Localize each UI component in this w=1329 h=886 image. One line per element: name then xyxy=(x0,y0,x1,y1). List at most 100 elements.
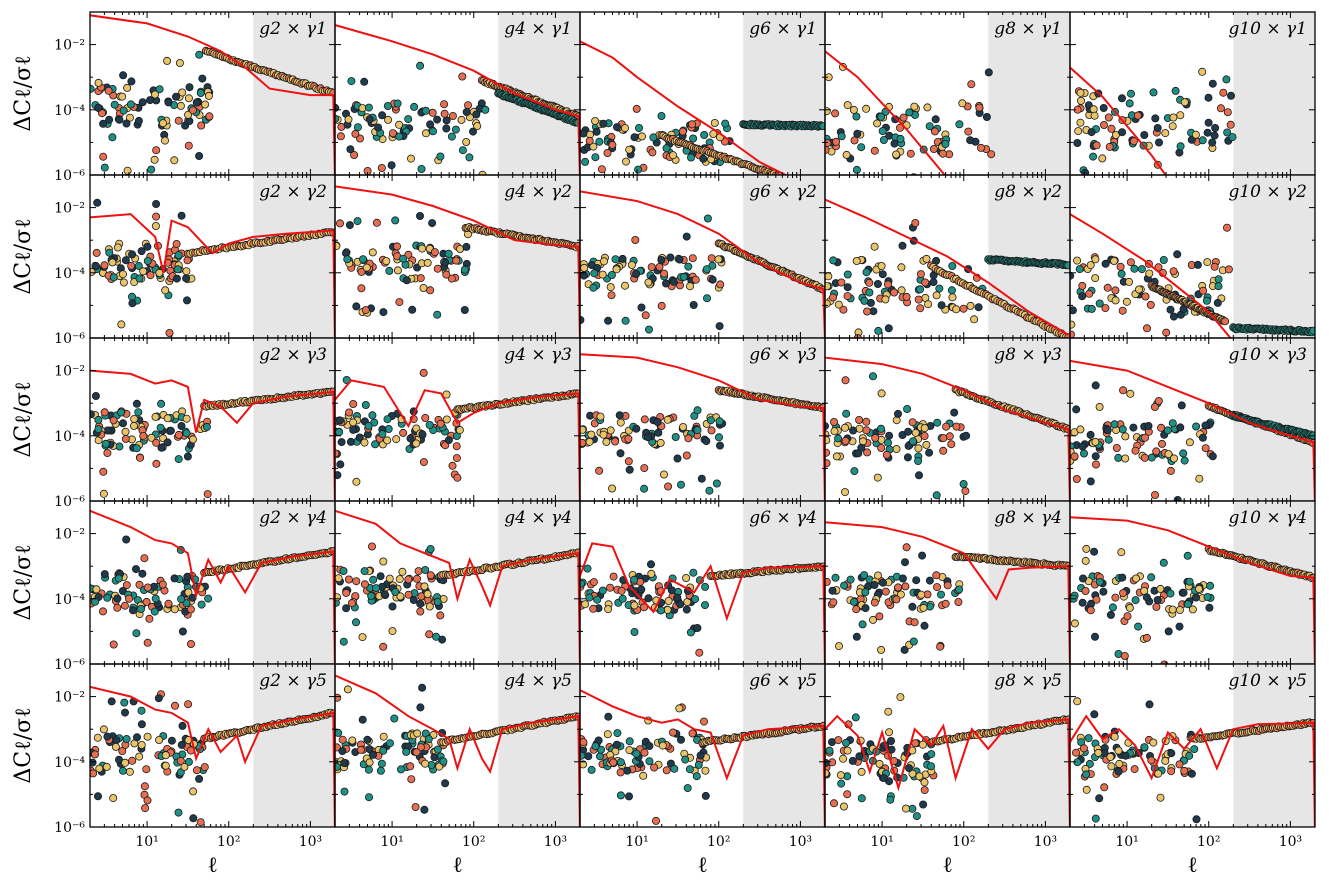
data-point xyxy=(1166,466,1175,475)
data-point xyxy=(184,141,193,150)
data-point xyxy=(1104,435,1113,444)
data-point xyxy=(158,119,167,128)
data-point xyxy=(654,428,663,437)
data-point xyxy=(1171,86,1180,95)
data-point xyxy=(597,165,606,174)
data-point xyxy=(1078,281,1087,290)
data-point xyxy=(395,298,404,307)
data-point xyxy=(1137,265,1146,274)
data-point xyxy=(1219,88,1228,97)
data-point xyxy=(689,300,698,309)
data-point xyxy=(955,585,964,594)
data-point xyxy=(632,269,641,278)
data-point xyxy=(1091,274,1100,283)
data-point xyxy=(426,545,435,554)
data-point xyxy=(612,265,621,274)
data-point xyxy=(163,56,172,65)
data-point xyxy=(1163,426,1172,435)
data-point xyxy=(902,292,911,301)
data-point xyxy=(682,451,691,460)
data-point xyxy=(131,565,140,574)
panel-plot-area xyxy=(580,501,825,664)
data-point xyxy=(625,145,634,154)
data-point xyxy=(460,265,469,274)
data-point xyxy=(94,78,103,87)
panel-plot-area xyxy=(90,338,335,501)
data-point xyxy=(819,122,825,131)
data-point xyxy=(962,431,971,440)
data-point xyxy=(1070,320,1076,329)
panel-plot-area xyxy=(335,175,580,338)
data-point xyxy=(947,286,956,295)
data-point xyxy=(1142,593,1151,602)
data-point xyxy=(1111,286,1120,295)
data-point xyxy=(1127,89,1136,98)
data-point xyxy=(357,284,366,293)
data-point xyxy=(1175,606,1184,615)
data-point xyxy=(134,408,143,417)
data-point xyxy=(932,571,941,580)
data-point xyxy=(958,99,967,108)
panel-grid xyxy=(89,11,1316,828)
data-point xyxy=(877,645,886,654)
data-point xyxy=(1087,128,1096,137)
data-point xyxy=(941,599,950,608)
data-point xyxy=(412,574,421,583)
data-point xyxy=(143,583,152,592)
data-point xyxy=(677,480,686,489)
data-point xyxy=(94,415,103,424)
data-point xyxy=(1112,443,1121,452)
reference-curve xyxy=(825,50,946,175)
data-point xyxy=(1078,598,1087,607)
data-point xyxy=(127,261,136,270)
data-point xyxy=(433,264,442,273)
data-point xyxy=(702,437,711,446)
data-point xyxy=(655,262,664,271)
data-point xyxy=(874,571,883,580)
data-point xyxy=(829,293,838,302)
data-point xyxy=(91,391,100,400)
data-point xyxy=(682,574,691,583)
data-point xyxy=(172,239,181,248)
data-point xyxy=(1129,137,1138,146)
data-point xyxy=(825,282,831,291)
data-point xyxy=(1104,113,1113,122)
data-point xyxy=(1168,605,1177,614)
data-point xyxy=(870,581,879,590)
reference-curve xyxy=(580,353,825,501)
data-point xyxy=(1090,346,1097,353)
data-point xyxy=(916,285,925,294)
data-point xyxy=(119,278,128,287)
data-point xyxy=(182,414,191,423)
data-point xyxy=(850,597,859,606)
data-point xyxy=(1112,184,1119,191)
data-point xyxy=(399,428,408,437)
data-point xyxy=(914,351,921,358)
data-point xyxy=(164,599,173,608)
data-point xyxy=(834,434,843,443)
data-point xyxy=(1100,121,1109,130)
data-point xyxy=(132,629,141,638)
data-point xyxy=(600,257,609,266)
data-point xyxy=(1119,386,1128,395)
shaded-region xyxy=(498,175,580,338)
data-point xyxy=(877,424,886,433)
data-point xyxy=(663,606,672,615)
data-point xyxy=(137,741,146,750)
data-point xyxy=(336,132,345,141)
data-point xyxy=(184,700,193,709)
data-point xyxy=(352,302,361,311)
data-point xyxy=(1101,304,1110,313)
data-point xyxy=(901,184,908,191)
data-point xyxy=(589,578,598,587)
data-point xyxy=(701,601,710,610)
panel-plot-area xyxy=(825,12,1070,191)
data-point xyxy=(105,115,114,124)
data-point xyxy=(428,219,437,228)
data-point xyxy=(865,278,874,287)
data-point xyxy=(947,440,956,449)
data-point xyxy=(349,418,358,427)
data-point xyxy=(915,471,924,480)
data-point xyxy=(1215,343,1222,350)
data-point xyxy=(150,607,159,616)
